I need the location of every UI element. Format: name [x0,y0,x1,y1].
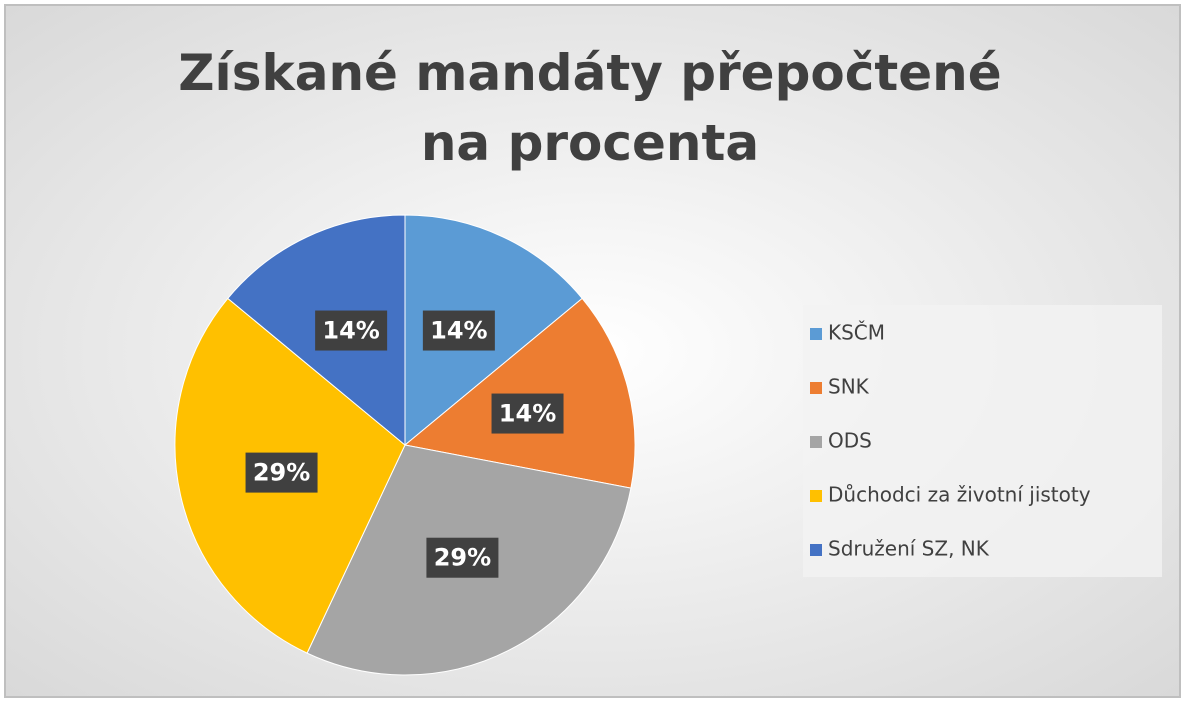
data-label: 29% [434,544,491,572]
legend-swatch [810,490,822,502]
legend-label: Sdružení SZ, NK [828,537,990,561]
legend-swatch [810,382,822,394]
data-label-box [245,452,318,493]
data-label-box [315,310,388,351]
data-label: 29% [253,459,310,487]
data-label-box [426,537,499,578]
data-label: 14% [499,400,556,428]
data-label-box [491,393,564,434]
data-label: 14% [430,317,487,345]
legend-label: ODS [828,429,872,453]
legend-swatch [810,328,822,340]
legend-swatch [810,544,822,556]
legend-swatch [810,436,822,448]
legend-label: SNK [828,375,870,399]
legend-label: Důchodci za životní jistoty [828,483,1091,507]
data-label: 14% [322,317,379,345]
chart-title: Získané mandáty přepočtené na procenta [178,44,1002,172]
legend-label: KSČM [828,321,885,345]
data-label-box [422,310,495,351]
pie-slice [403,297,636,489]
legend-box [803,305,1162,577]
